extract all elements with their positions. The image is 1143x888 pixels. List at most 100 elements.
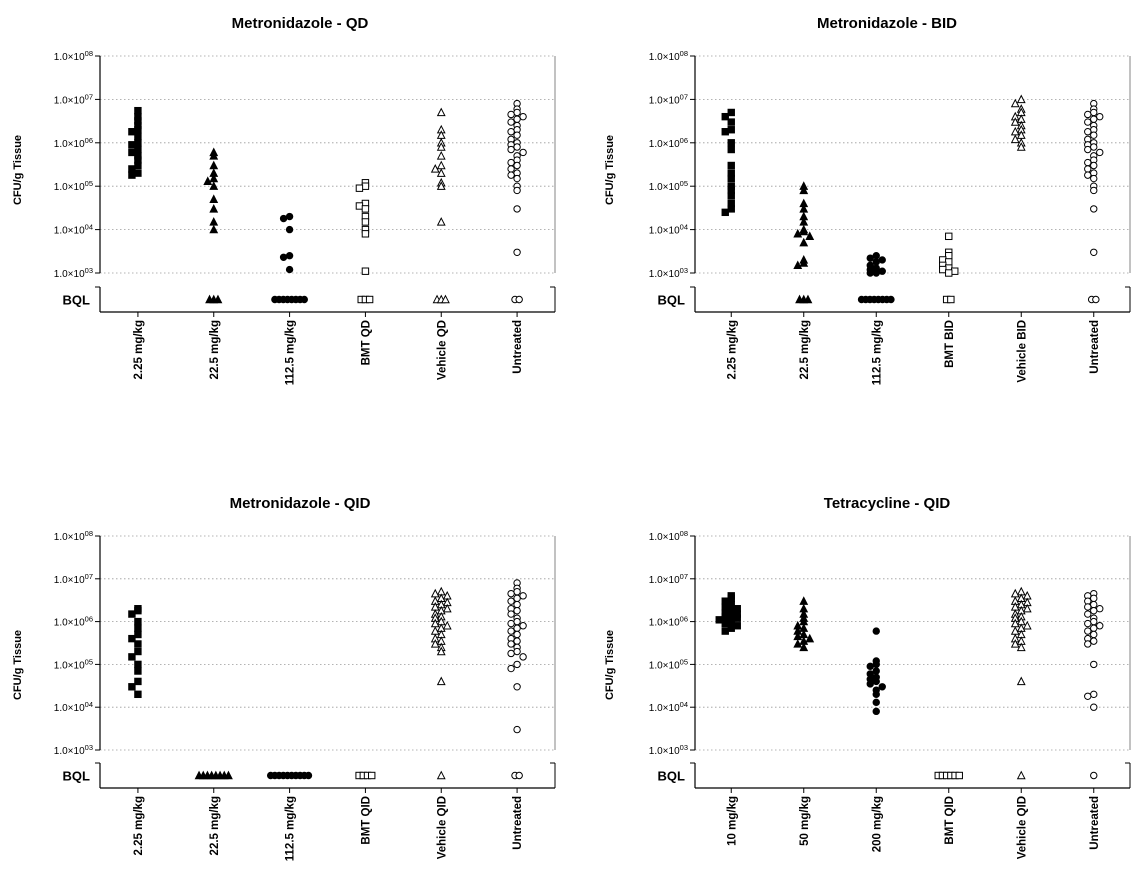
x-category-label: 200 mg/kg	[871, 796, 883, 852]
bql-data-point	[803, 294, 813, 304]
data-point	[733, 622, 741, 630]
data-point	[939, 265, 947, 274]
data-point	[945, 258, 953, 266]
data-point	[507, 171, 515, 179]
data-point	[513, 660, 521, 669]
data-point	[134, 660, 142, 669]
series-2	[203, 147, 223, 304]
chart-title: Metronidazole - BID	[817, 15, 957, 32]
data-point	[134, 139, 142, 147]
data-point	[513, 630, 521, 639]
bql-data-point	[1090, 771, 1098, 780]
data-point	[1090, 690, 1098, 699]
x-category-label: BMT QID	[360, 796, 372, 845]
x-category-label: Untreated	[512, 796, 524, 850]
data-point	[285, 265, 294, 274]
data-point	[866, 662, 874, 671]
data-point	[507, 664, 515, 673]
y-tick-label: 1.0×1007	[54, 572, 93, 586]
data-point	[1022, 603, 1032, 613]
data-point	[727, 126, 735, 134]
data-point	[727, 611, 735, 620]
data-point	[203, 176, 213, 185]
series-5	[430, 586, 452, 780]
data-point	[1090, 248, 1098, 256]
data-point	[430, 639, 440, 648]
data-point	[1090, 108, 1098, 117]
data-point	[134, 106, 142, 115]
x-category-label: 10 mg/kg	[726, 796, 738, 846]
data-point	[128, 141, 136, 149]
data-point	[727, 161, 735, 170]
data-point	[727, 145, 735, 154]
data-point	[513, 115, 521, 123]
data-point	[1090, 606, 1098, 615]
data-point	[134, 690, 142, 699]
data-point	[507, 597, 515, 605]
data-point	[128, 610, 136, 618]
data-point	[361, 182, 370, 190]
data-point	[519, 148, 527, 157]
x-category-label: 22.5 mg/kg	[209, 796, 221, 855]
data-point	[1084, 610, 1092, 618]
data-point	[793, 639, 803, 648]
data-point	[866, 254, 874, 262]
bql-label: BQL	[658, 769, 686, 784]
data-point	[513, 617, 521, 626]
series-1	[715, 592, 741, 635]
data-point	[442, 603, 452, 613]
data-point	[727, 139, 735, 147]
data-point	[513, 647, 521, 656]
data-point	[513, 624, 521, 632]
series-6	[1084, 99, 1104, 304]
data-point	[134, 145, 142, 154]
x-category-label: BMT BID	[944, 320, 956, 368]
y-tick-label: 1.0×1003	[54, 266, 93, 280]
data-point	[513, 205, 521, 213]
x-category-label: Untreated	[512, 320, 524, 374]
data-point	[872, 667, 880, 675]
data-point	[1090, 660, 1098, 669]
y-tick-label: 1.0×1006	[649, 136, 688, 150]
data-point	[805, 633, 815, 643]
data-point	[1016, 676, 1026, 686]
bql-data-point	[300, 295, 308, 304]
x-category-label: Vehicle QID	[436, 796, 448, 859]
data-point	[1010, 639, 1020, 648]
data-point	[513, 725, 521, 734]
data-point	[134, 617, 142, 626]
data-point	[128, 653, 136, 661]
series-6	[1084, 589, 1104, 780]
y-tick-label: 1.0×1006	[54, 136, 93, 150]
data-point	[513, 131, 521, 139]
data-point	[519, 653, 527, 661]
data-point	[285, 212, 294, 221]
data-point	[793, 228, 803, 238]
data-point	[715, 616, 723, 624]
bql-data-point	[1092, 295, 1100, 304]
data-point	[1090, 594, 1098, 603]
x-category-label: 2.25 mg/kg	[133, 320, 145, 379]
data-point	[507, 165, 515, 173]
data-point	[1022, 620, 1032, 630]
bql-data-point	[368, 771, 376, 780]
data-point	[727, 108, 735, 117]
y-tick-label: 1.0×1007	[649, 572, 688, 586]
x-category-label: 2.25 mg/kg	[133, 796, 145, 855]
bql-data-point	[441, 294, 450, 304]
data-point	[721, 208, 729, 217]
y-tick-label: 1.0×1006	[649, 615, 688, 629]
data-point	[1090, 630, 1098, 639]
bql-data-point	[955, 771, 963, 780]
data-point	[134, 606, 142, 615]
x-category-label: Vehicle QD	[436, 320, 448, 380]
bql-label: BQL	[658, 293, 686, 308]
data-point	[209, 224, 219, 234]
data-point	[1010, 134, 1020, 144]
bql-data-point	[515, 771, 523, 780]
data-point	[513, 108, 521, 117]
chart-title: Metronidazole - QD	[232, 15, 369, 32]
data-point	[872, 677, 880, 686]
y-tick-label: 1.0×1008	[649, 529, 688, 543]
series-3	[866, 627, 886, 716]
